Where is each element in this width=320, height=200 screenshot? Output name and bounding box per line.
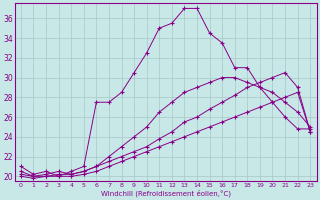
X-axis label: Windchill (Refroidissement éolien,°C): Windchill (Refroidissement éolien,°C) (100, 189, 231, 197)
